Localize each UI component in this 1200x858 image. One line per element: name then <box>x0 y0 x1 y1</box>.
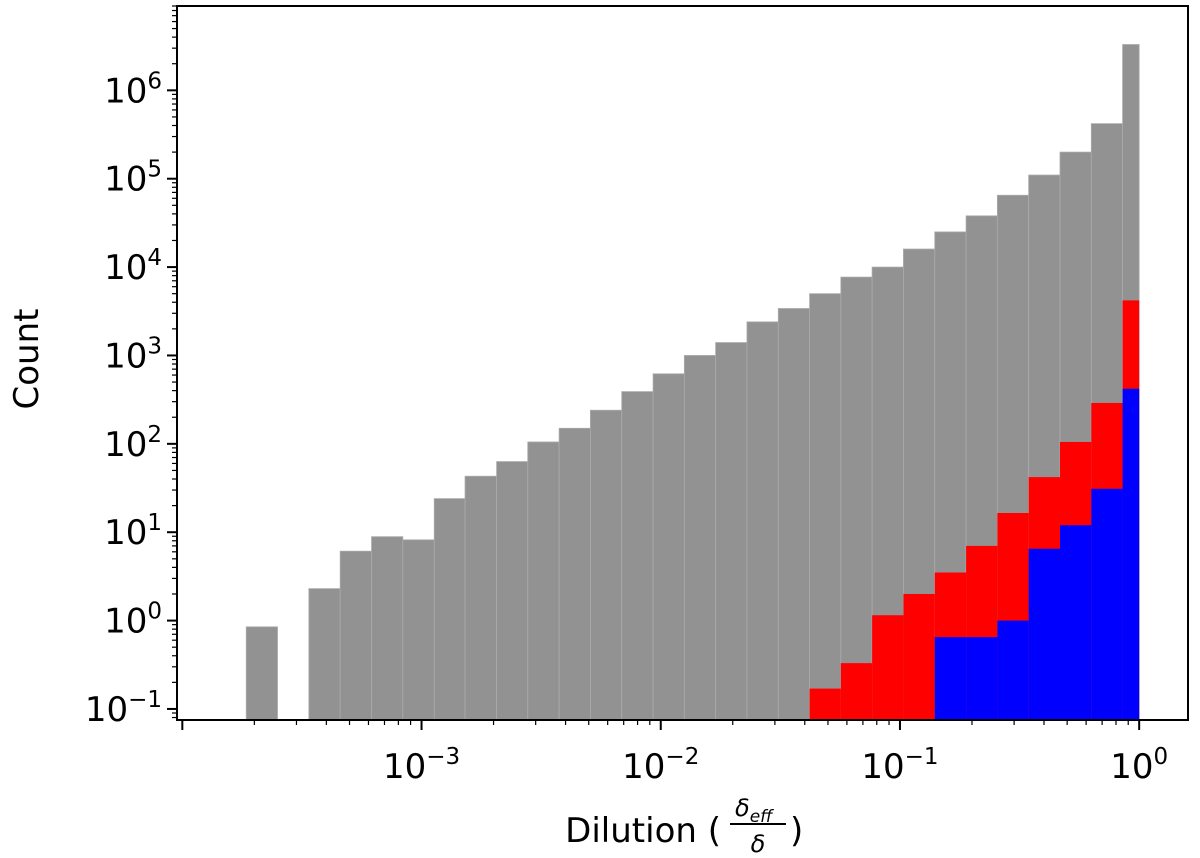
histogram-bar <box>527 441 560 721</box>
x-axis-title-frac-num: δeff <box>735 794 774 827</box>
histogram-bar <box>433 498 466 721</box>
histogram-bar <box>683 355 717 721</box>
x-axis-ticks: 10−3 10−2 10−1 100 <box>181 720 1168 787</box>
x-tick-label: 100 <box>1110 744 1168 787</box>
histogram-bar <box>715 342 748 721</box>
histogram-bar <box>809 688 841 720</box>
histogram-bar <box>746 321 779 721</box>
histogram-bar <box>558 427 591 721</box>
x-axis-title-close-paren: ) <box>790 811 803 851</box>
histogram-bar <box>1122 388 1140 720</box>
histogram-bar <box>371 536 404 721</box>
histogram-bar <box>652 373 685 721</box>
histogram-bar <box>589 409 623 721</box>
histogram-bar <box>1091 488 1123 720</box>
y-axis-ticks: 10−1 100 101 102 103 104 105 106 <box>85 5 177 730</box>
y-tick-label: 102 <box>104 422 162 465</box>
y-tick-label: 103 <box>104 333 162 376</box>
histogram-bar <box>464 475 498 721</box>
histogram-bar <box>1059 525 1092 720</box>
histogram-bar <box>621 391 654 721</box>
histogram-bar <box>402 539 435 721</box>
x-axis-title-frac-den: δ <box>751 830 766 858</box>
x-axis-title: Dilution ( <box>565 811 721 851</box>
y-tick-label: 105 <box>104 157 162 200</box>
y-tick-label: 100 <box>104 599 162 642</box>
histogram-bar <box>966 637 998 720</box>
histogram-bar <box>496 461 529 721</box>
x-tick-label: 10−1 <box>861 744 938 787</box>
histogram-bar <box>997 620 1029 720</box>
y-tick-label: 106 <box>104 68 162 111</box>
y-tick-label: 104 <box>104 245 162 288</box>
x-axis-title-frac-num-base: δ <box>735 794 750 822</box>
plot-frame <box>176 5 1189 721</box>
y-tick-label: 10−1 <box>85 687 162 730</box>
histogram-bar <box>339 550 372 721</box>
histogram-bar <box>308 588 341 721</box>
histogram-bar <box>872 615 904 720</box>
y-axis-title: Count <box>7 309 47 410</box>
bars-layer <box>245 44 1140 721</box>
x-tick-label: 10−2 <box>622 744 699 787</box>
histogram-bar <box>840 276 873 721</box>
histogram-bar <box>903 593 935 720</box>
histogram-bar <box>245 626 278 721</box>
x-tick-label: 10−3 <box>383 744 460 787</box>
histogram-bar <box>777 308 810 721</box>
histogram-bar <box>809 293 842 721</box>
histogram-bar <box>840 663 873 720</box>
histogram-bar <box>1028 548 1060 720</box>
x-axis-title-frac-num-sub: eff <box>750 807 774 827</box>
y-tick-label: 101 <box>104 510 162 553</box>
histogram-bar <box>934 637 967 720</box>
